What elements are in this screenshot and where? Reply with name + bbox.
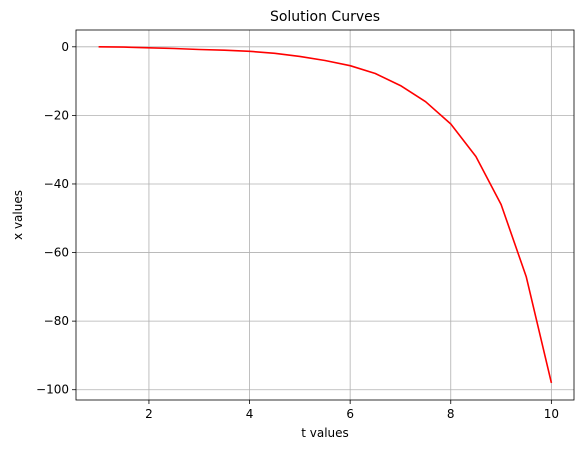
plot-frame (75, 29, 575, 401)
x-tick-label: 10 (544, 407, 559, 421)
grid (76, 30, 574, 400)
x-tick-label: 8 (447, 407, 455, 421)
y-tick-label: −20 (44, 108, 69, 122)
y-tick-label: −60 (44, 246, 69, 260)
y-tick-label: −100 (36, 383, 69, 397)
y-tick-label: −80 (44, 314, 69, 328)
y-tick-label: 0 (61, 40, 69, 54)
series-layer (98, 46, 553, 384)
x-axis-label: t values (301, 426, 349, 440)
chart-title: Solution Curves (270, 9, 380, 25)
x-tick-label: 4 (246, 407, 254, 421)
x-tick-label: 6 (346, 407, 354, 421)
y-axis-label: x values (11, 190, 25, 240)
y-tick-label: −40 (44, 177, 69, 191)
series-line (98, 46, 553, 384)
ticks: 2 4 6 8 10 0 −20 −40 −60 −80 −100 (36, 40, 559, 421)
x-tick-label: 2 (145, 407, 153, 421)
